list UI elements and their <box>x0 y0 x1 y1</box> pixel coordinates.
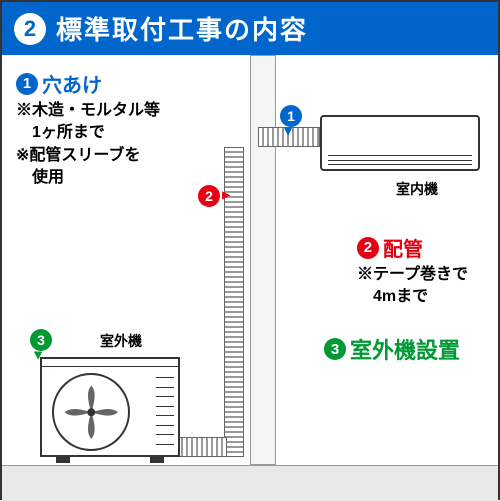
callout-1: 1 <box>280 105 302 127</box>
callout-2-num: 2 <box>205 188 213 204</box>
callout-1-num: 1 <box>287 108 295 124</box>
step3-badge: 3 <box>324 338 346 360</box>
wall-pillar <box>250 55 276 465</box>
callout-3: 3 <box>30 329 52 351</box>
step1-badge: 1 <box>16 73 38 95</box>
step2-note: ※テープ巻きで 4mまで <box>357 264 468 309</box>
step1-note: ※木造・モルタル等 1ヶ所まで ※配管スリーブを 使用 <box>16 100 160 190</box>
step2-title: 2 配管 <box>357 233 468 262</box>
callout-2: 2 <box>198 185 220 207</box>
step2-title-text: 配管 <box>383 233 423 262</box>
fan-icon <box>52 373 130 451</box>
header-title: 標準取付工事の内容 <box>56 10 308 47</box>
diagram-container: 2 標準取付工事の内容 室内機 <box>0 0 500 500</box>
outdoor-unit <box>40 357 180 457</box>
step1-block: 1 穴あけ ※木造・モルタル等 1ヶ所まで ※配管スリーブを 使用 <box>16 69 160 190</box>
outdoor-grille <box>156 373 174 449</box>
diagram-content: 室内機 <box>2 55 498 501</box>
ground <box>2 465 498 501</box>
outdoor-foot-left <box>56 455 70 463</box>
indoor-unit-label: 室内機 <box>396 179 438 199</box>
indoor-slats <box>328 155 472 165</box>
step3-title-text: 室外機設置 <box>350 333 460 365</box>
header-bar: 2 標準取付工事の内容 <box>2 2 498 55</box>
step1-title: 1 穴あけ <box>16 69 160 98</box>
outdoor-body <box>42 367 178 455</box>
header-number-badge: 2 <box>14 13 46 45</box>
callout-3-num: 3 <box>37 332 45 348</box>
step2-block: 2 配管 ※テープ巻きで 4mまで <box>357 233 468 309</box>
outdoor-top-panel <box>42 359 178 367</box>
step3-block: 3 室外機設置 <box>324 333 460 365</box>
outdoor-unit-label: 室外機 <box>100 331 142 351</box>
step2-badge: 2 <box>357 237 379 259</box>
step3-title: 3 室外機設置 <box>324 333 460 365</box>
outdoor-foot-right <box>150 455 164 463</box>
indoor-unit <box>320 115 480 171</box>
step1-title-text: 穴あけ <box>42 69 102 98</box>
pipe-horizontal-bottom <box>177 437 227 457</box>
